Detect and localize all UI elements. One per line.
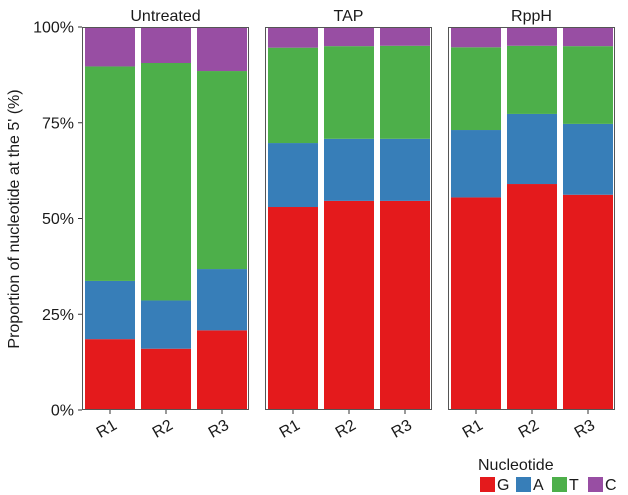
bar-segment-g xyxy=(324,200,374,410)
facet-title: RppH xyxy=(511,8,552,25)
bar-segment-g xyxy=(141,348,191,410)
bar-segment-g xyxy=(268,207,318,410)
legend-label: G xyxy=(497,477,509,494)
facet-panel: TAP R1 R2 R3 xyxy=(265,8,432,442)
panel-border xyxy=(265,27,432,410)
bar-segment-t xyxy=(268,47,318,144)
bar-segment-t xyxy=(507,45,557,114)
bar-segment-t xyxy=(380,45,430,139)
panel-border xyxy=(82,27,249,410)
legend: Nucleotide G A T C xyxy=(478,457,617,494)
legend-entry: A xyxy=(516,477,544,494)
facet-panel: Untreated R1 R2 R3 xyxy=(82,8,249,442)
legend-swatch xyxy=(480,477,495,492)
bar-segment-a xyxy=(141,300,191,349)
bar-segment-g xyxy=(380,200,430,410)
bar-segment-c xyxy=(141,27,191,64)
bar-segment-c xyxy=(268,27,318,48)
bar-segment-t xyxy=(85,66,135,281)
bar-segment-a xyxy=(324,138,374,201)
legend-swatch xyxy=(552,477,567,492)
bar-segment-c xyxy=(85,27,135,67)
legend-swatch xyxy=(588,477,603,492)
legend-entry: C xyxy=(588,477,617,494)
bar-segment-g xyxy=(507,184,557,410)
legend-entry: G xyxy=(480,477,509,494)
bar-segment-g xyxy=(197,330,247,410)
y-axis-title: Proportion of nucleotide at the 5' (%) xyxy=(6,89,23,348)
facet-panel: RppH R1 R2 R3 xyxy=(448,8,615,442)
y-tick-label: 0% xyxy=(51,403,74,420)
x-tick-label: R3 xyxy=(206,417,232,442)
x-tick-label: R1 xyxy=(94,417,120,442)
legend-label: A xyxy=(533,477,544,494)
bar-segment-t xyxy=(197,71,247,270)
bar-segment-t xyxy=(324,46,374,139)
legend-entry: T xyxy=(552,477,579,494)
x-tick-label: R2 xyxy=(516,417,542,442)
bar-segment-c xyxy=(563,27,613,47)
bar-segment-a xyxy=(507,113,557,185)
bar-segment-t xyxy=(141,63,191,301)
bar-segment-c xyxy=(507,27,557,46)
legend-label: C xyxy=(605,477,617,494)
bar-segment-a xyxy=(268,143,318,208)
bar-segment-a xyxy=(85,280,135,340)
facet-title: TAP xyxy=(334,8,364,25)
x-tick-label: R1 xyxy=(277,417,303,442)
legend-label: T xyxy=(569,477,579,494)
bar-segment-a xyxy=(451,130,501,198)
y-axis: 0% 25% 50% 75% 100% xyxy=(33,20,82,420)
bar-segment-a xyxy=(563,123,613,195)
y-tick-label: 100% xyxy=(33,20,74,37)
bar-segment-c xyxy=(451,27,501,48)
bar-segment-a xyxy=(197,269,247,331)
x-tick-label: R3 xyxy=(389,417,415,442)
bar-segment-c xyxy=(324,27,374,47)
bar-segment-t xyxy=(451,47,501,131)
legend-swatch xyxy=(516,477,531,492)
x-tick-label: R3 xyxy=(572,417,598,442)
bar-segment-a xyxy=(380,138,430,201)
facet-title: Untreated xyxy=(130,8,200,25)
y-tick-label: 50% xyxy=(42,211,74,228)
y-tick-label: 25% xyxy=(42,307,74,324)
bar-segment-g xyxy=(451,197,501,410)
y-tick-label: 75% xyxy=(42,115,74,132)
bar-segment-t xyxy=(563,46,613,124)
legend-title: Nucleotide xyxy=(478,457,554,474)
x-tick-label: R2 xyxy=(333,417,359,442)
facet-panels: Untreated R1 R2 R3 TAP R1 R2 R3 RppH R1 R2 R3 xyxy=(82,8,615,442)
bar-segment-c xyxy=(380,27,430,46)
x-tick-label: R2 xyxy=(150,417,176,442)
bar-segment-g xyxy=(563,194,613,410)
bar-segment-c xyxy=(197,27,247,72)
x-tick-label: R1 xyxy=(460,417,486,442)
panel-border xyxy=(448,27,615,410)
bar-segment-g xyxy=(85,339,135,410)
